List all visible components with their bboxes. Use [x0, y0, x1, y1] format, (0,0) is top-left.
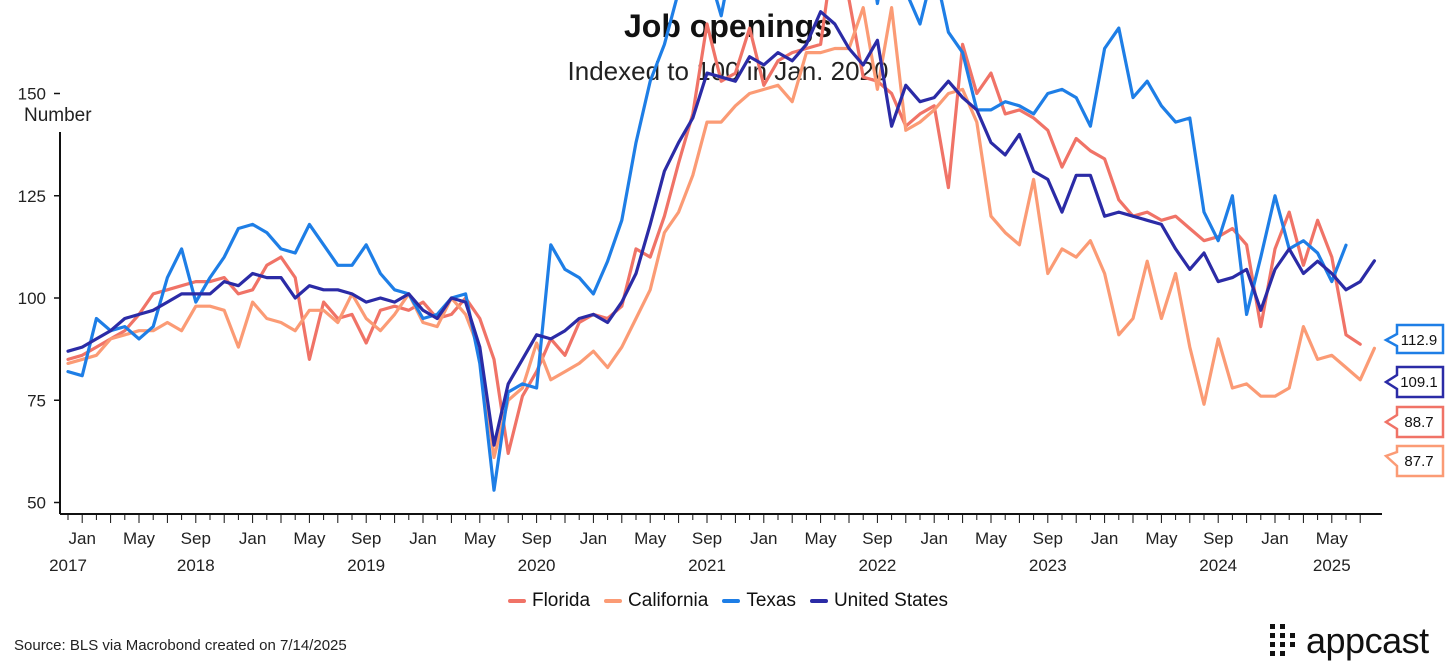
x-tick-label: Sep [1203, 529, 1233, 548]
series-lines [66, 0, 1377, 492]
appcast-logo: appcast [1268, 620, 1429, 662]
x-tick-label: Jan [920, 529, 947, 548]
x-tick-label: Jan [68, 529, 95, 548]
x-year-label: 2024 [1199, 556, 1237, 575]
legend-item-texas: Texas [722, 590, 796, 612]
legend-swatch-california [604, 599, 623, 603]
y-tick-label: 100 [18, 289, 46, 308]
y-axis: 5075100125150175200225 [18, 0, 61, 514]
legend-swatch-florida [507, 599, 526, 603]
x-tick-label: May [123, 529, 156, 548]
legend-label-california: California [628, 590, 709, 611]
x-tick-label: Jan [239, 529, 266, 548]
x-tick-label: Sep [181, 529, 211, 548]
x-tick-label: Sep [521, 529, 551, 548]
x-tick-label: May [805, 529, 838, 548]
x-tick-label: Jan [750, 529, 777, 548]
legend-item-united-states: United States [809, 590, 949, 612]
y-tick-label: 125 [18, 187, 46, 206]
callout-us: 109.1 [1383, 365, 1445, 399]
x-tick-label: May [1316, 529, 1349, 548]
callout-florida: 88.7 [1383, 405, 1445, 439]
legend-label-united-states: United States [833, 590, 949, 611]
x-tick-label: May [293, 529, 326, 548]
x-year-label: 2022 [858, 556, 896, 575]
x-tick-label: Sep [351, 529, 381, 548]
legend-swatch-united-states [809, 599, 828, 603]
end-value-callouts: 112.9 109.1 88.7 87.7 [1383, 323, 1445, 478]
callout-california: 87.7 [1383, 444, 1445, 478]
y-axis-label: Number [24, 105, 92, 126]
x-tick-label: Sep [862, 529, 892, 548]
x-tick-label: Sep [692, 529, 722, 548]
chart-subtitle: Indexed to 100 in Jan. 2020 [567, 56, 889, 86]
x-year-label: 2021 [688, 556, 726, 575]
series-line-texas [66, 0, 1348, 492]
legend-label-texas: Texas [746, 590, 796, 611]
series-line-united-states [66, 10, 1377, 447]
callout-texas: 112.9 [1383, 323, 1445, 355]
x-tick-label: May [634, 529, 667, 548]
x-tick-label: Jan [580, 529, 607, 548]
x-tick-label: Jan [1091, 529, 1118, 548]
legend-item-florida: Florida [507, 590, 591, 612]
logo-text: appcast [1306, 620, 1429, 661]
x-year-label: 2023 [1029, 556, 1067, 575]
y-tick-label: 50 [27, 494, 46, 513]
x-tick-label: May [1145, 529, 1178, 548]
y-tick-label: 75 [27, 391, 46, 410]
appcast-dots-icon [1270, 624, 1295, 656]
x-axis: Jan May Sep Jan May Sep Jan May Sep Jan May Sep Jan M… [49, 513, 1382, 575]
chart-title: Job openings [624, 8, 832, 44]
source-note: Source: BLS via Macrobond created on 7/1… [14, 637, 347, 654]
x-year-label: 2017 [49, 556, 87, 575]
x-tick-label: Sep [1033, 529, 1063, 548]
callout-us-value: 109.1 [1400, 374, 1438, 391]
x-year-label: 2020 [518, 556, 556, 575]
x-tick-label: Jan [1261, 529, 1288, 548]
x-tick-label: May [464, 529, 497, 548]
legend-item-california: California [604, 590, 708, 612]
y-tick-label: 175 [18, 0, 46, 1]
x-tick-label: May [975, 529, 1008, 548]
callout-california-value: 87.7 [1404, 453, 1433, 470]
line-chart: 5075100125150175200225 JanMaySepJanMaySe… [18, 0, 1445, 575]
legend-label-florida: Florida [531, 590, 591, 611]
legend-swatch-texas [722, 599, 741, 603]
x-year-label: 2025 [1313, 556, 1351, 575]
y-tick-label: 150 [18, 85, 46, 104]
callout-florida-value: 88.7 [1404, 414, 1433, 431]
callout-texas-value: 112.9 [1401, 332, 1437, 349]
x-year-label: 2018 [177, 556, 215, 575]
legend: Florida California Texas United States [0, 590, 1456, 612]
series-line-florida [66, 0, 1362, 455]
x-tick-label: Jan [409, 529, 436, 548]
series-line-california [66, 5, 1377, 460]
x-year-label: 2019 [347, 556, 385, 575]
